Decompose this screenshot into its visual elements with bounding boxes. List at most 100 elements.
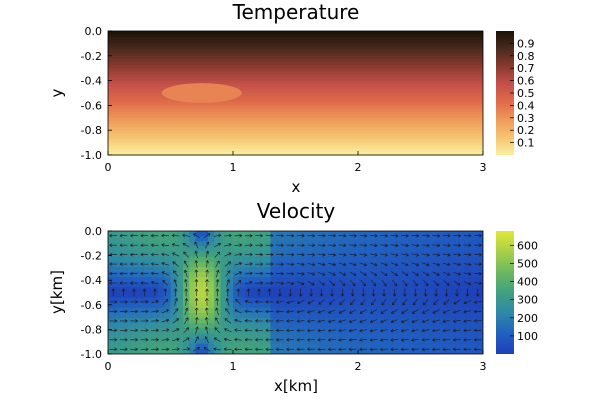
velocity-cell bbox=[470, 323, 478, 329]
temperature-ytick-label: -0.8 bbox=[81, 124, 102, 137]
velocity-cell bbox=[195, 292, 203, 299]
velocity-cell bbox=[389, 256, 397, 263]
velocity-arrow bbox=[349, 262, 357, 267]
velocity-cell bbox=[326, 313, 334, 319]
velocity-cell bbox=[245, 338, 253, 345]
velocity-cell bbox=[233, 348, 240, 354]
velocity-cell bbox=[258, 328, 265, 335]
velocity-cell bbox=[195, 231, 203, 237]
velocity-cell bbox=[251, 261, 259, 268]
velocity-cell bbox=[333, 236, 340, 242]
velocity-arrow bbox=[392, 288, 397, 297]
velocity-cell bbox=[345, 282, 353, 288]
velocity-cell bbox=[301, 328, 309, 335]
velocity-cell bbox=[383, 307, 390, 314]
temperature-chart: Temperature 0 1 2 30.0-0.2-0.4-0.6-0.8-1.0 … bbox=[48, 0, 535, 196]
velocity-cell bbox=[170, 246, 178, 253]
velocity-cell bbox=[314, 236, 322, 242]
velocity-cell bbox=[276, 282, 284, 288]
velocity-arrow bbox=[172, 252, 180, 257]
velocity-cell bbox=[408, 307, 415, 314]
velocity-cell bbox=[401, 236, 409, 242]
velocity-cell bbox=[420, 231, 428, 237]
velocity-cell bbox=[201, 266, 209, 273]
velocity-cell bbox=[320, 246, 328, 253]
velocity-cell bbox=[195, 328, 203, 335]
velocity-cell bbox=[120, 307, 128, 314]
temperature-axes: 0 1 2 30.0-0.2-0.4-0.6-0.8-1.0 bbox=[81, 25, 487, 174]
velocity-plot-frame bbox=[107, 230, 484, 355]
velocity-cell bbox=[351, 241, 359, 247]
velocity-arrow bbox=[109, 300, 118, 304]
velocity-cell bbox=[208, 256, 215, 263]
velocity-cell bbox=[445, 348, 453, 354]
velocity-arrow bbox=[194, 260, 199, 268]
velocity-cell bbox=[451, 241, 459, 247]
velocity-cell bbox=[258, 266, 265, 273]
velocity-cell bbox=[258, 323, 265, 329]
velocity-arrow bbox=[360, 279, 366, 287]
velocity-cell bbox=[320, 302, 328, 309]
velocity-cell bbox=[333, 282, 340, 288]
velocity-cell bbox=[314, 343, 322, 350]
velocity-cell bbox=[345, 297, 353, 304]
velocity-arrow bbox=[453, 338, 461, 342]
velocity-arrow bbox=[194, 307, 199, 316]
velocity-cell bbox=[426, 348, 434, 354]
velocity-arrow bbox=[328, 299, 335, 305]
velocity-arrow bbox=[215, 288, 220, 297]
velocity-arrow bbox=[411, 347, 420, 352]
velocity-cell bbox=[176, 256, 184, 263]
velocity-cell bbox=[364, 287, 372, 294]
velocity-cell bbox=[314, 313, 322, 319]
velocity-arrow bbox=[380, 271, 388, 276]
velocity-arrow bbox=[442, 262, 451, 267]
velocity-cell bbox=[270, 292, 278, 299]
velocity-cell bbox=[389, 272, 397, 278]
velocity-arrow bbox=[255, 252, 263, 257]
velocity-cell bbox=[389, 246, 397, 253]
velocity-cell bbox=[108, 246, 115, 253]
velocity-cell bbox=[464, 251, 472, 258]
velocity-arrow bbox=[153, 288, 157, 297]
velocity-cell bbox=[151, 338, 159, 345]
velocity-cell bbox=[333, 328, 340, 335]
velocity-cell bbox=[383, 323, 390, 329]
velocity-cell bbox=[389, 338, 397, 345]
velocity-cell bbox=[439, 241, 447, 247]
velocity-cell bbox=[189, 292, 197, 299]
velocity-cell bbox=[226, 256, 234, 263]
velocity-cell bbox=[158, 338, 165, 345]
velocity-cell bbox=[114, 287, 122, 294]
velocity-arrow bbox=[369, 253, 378, 257]
velocity-cell bbox=[226, 318, 234, 324]
temperature-xtick-label: 1 bbox=[230, 161, 237, 174]
velocity-cell bbox=[395, 292, 403, 299]
velocity-arrow bbox=[307, 319, 315, 323]
velocity-cell bbox=[458, 343, 465, 350]
velocity-cell bbox=[358, 236, 365, 242]
velocity-cell bbox=[226, 231, 234, 237]
temperature-band bbox=[108, 136, 483, 141]
velocity-arrow bbox=[234, 243, 243, 247]
temperature-band bbox=[108, 37, 483, 41]
velocity-cell bbox=[351, 236, 359, 242]
temperature-band bbox=[108, 133, 483, 137]
velocity-cell bbox=[139, 266, 147, 273]
velocity-cell bbox=[414, 246, 422, 253]
velocity-cell bbox=[245, 246, 253, 253]
velocity-cell bbox=[414, 292, 422, 299]
velocity-cell bbox=[308, 241, 315, 247]
velocity-arrow bbox=[390, 338, 399, 342]
velocity-cell bbox=[358, 343, 365, 350]
velocity-cell bbox=[220, 328, 228, 335]
velocity-cell bbox=[164, 231, 172, 237]
velocity-cell bbox=[239, 333, 247, 340]
velocity-arrow bbox=[224, 261, 232, 267]
velocity-cell bbox=[426, 292, 434, 299]
velocity-cell bbox=[220, 256, 228, 263]
velocity-arrow bbox=[182, 347, 190, 351]
velocity-cell bbox=[314, 246, 322, 253]
velocity-cell bbox=[201, 272, 209, 278]
temperature-band bbox=[108, 62, 483, 66]
